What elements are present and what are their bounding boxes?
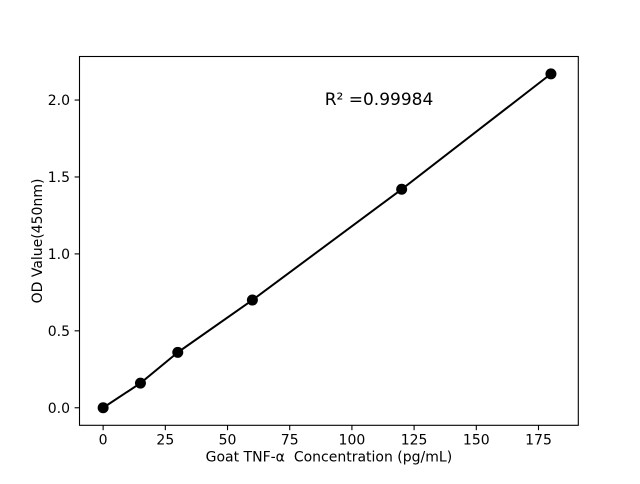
x-tick-label: 50 [219,432,237,448]
y-axis-label: OD Value(450nm) [30,179,46,304]
standard-curve-line [102,72,552,409]
data-point [134,377,146,389]
y-tick-label: 2.0 [48,93,70,109]
x-tick-label: 25 [156,432,174,448]
y-tick-label: 0.5 [48,324,70,340]
y-tick-label: 1.5 [48,170,70,186]
x-axis-ticks: 0 25 50 75 100 125 150 175 [99,425,552,448]
x-tick-label: 75 [281,432,299,448]
data-point [396,183,408,195]
data-point [246,294,258,306]
r-squared-annotation: R² =0.99984 [325,90,434,110]
y-tick-label: 0.0 [48,401,70,417]
data-point [172,346,184,358]
data-point [545,68,557,80]
x-tick-label: 100 [339,432,366,448]
y-tick-label: 1.0 [48,247,70,263]
y-axis-ticks: 0.0 0.5 1.0 1.5 2.0 [48,93,80,417]
x-tick-label: 125 [401,432,428,448]
data-point [97,402,109,414]
x-axis-label: Goat TNF-α Concentration (pg/mL) [206,450,453,466]
x-tick-label: 150 [463,432,490,448]
x-tick-label: 175 [525,432,552,448]
x-tick-label: 0 [99,432,108,448]
data-series [97,68,557,414]
plot-area [78,55,579,426]
